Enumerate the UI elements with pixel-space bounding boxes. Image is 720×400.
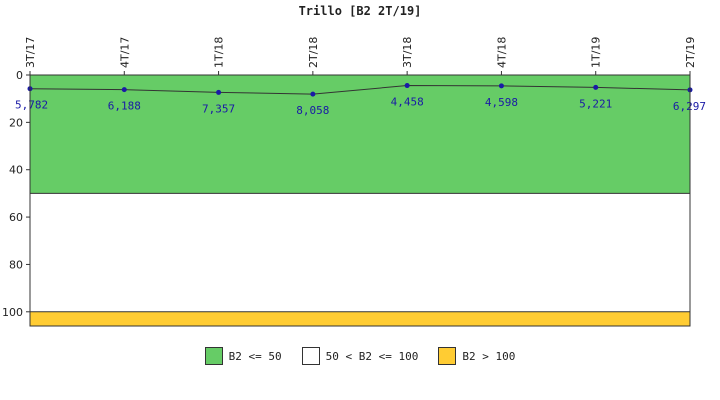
x-tick-label: 3T/18 <box>401 37 414 68</box>
x-tick-label: 1T/19 <box>590 37 603 68</box>
threshold-bands <box>30 75 690 326</box>
legend-item-yellow: B2 > 100 <box>438 347 515 365</box>
band-2 <box>30 311 690 326</box>
series-line <box>29 85 691 95</box>
legend-item-white: 50 < B2 <= 100 <box>301 347 419 365</box>
data-point <box>310 91 316 97</box>
legend-label-green: B2 <= 50 <box>228 349 282 363</box>
y-tick-label: 40 <box>9 164 23 177</box>
data-point <box>216 89 222 95</box>
chart-title: Trillo [B2 2T/19] <box>299 4 422 18</box>
data-label: 4,458 <box>391 96 424 109</box>
band-1 <box>30 193 690 312</box>
data-label: 6,188 <box>108 100 141 113</box>
data-label: 5,221 <box>579 97 612 110</box>
data-point <box>498 83 504 89</box>
x-tick-label: 1T/18 <box>213 37 226 68</box>
y-tick-label: 20 <box>9 116 23 129</box>
legend-item-green: B2 <= 50 <box>204 347 282 365</box>
data-series: 5,782 6,188 7,357 8,058 4,458 4,598 5,221 6,297 <box>15 83 706 117</box>
y-tick-label: 80 <box>9 258 23 271</box>
x-tick-label: 3T/17 <box>24 37 37 68</box>
y-tick-label: 60 <box>9 211 23 224</box>
legend-swatch-white <box>301 347 320 365</box>
data-point <box>404 83 410 89</box>
legend: B2 <= 50 50 < B2 <= 100 B2 > 100 <box>0 344 720 368</box>
y-tick-label: 100 <box>2 306 23 319</box>
data-label: 7,357 <box>202 102 235 115</box>
x-tick-label: 4T/17 <box>118 37 131 68</box>
y-axis: 0 20 40 60 80 100 <box>2 69 30 319</box>
data-label: 4,598 <box>485 96 518 109</box>
x-tick-label: 2T/19 <box>684 37 697 68</box>
legend-swatch-yellow <box>438 347 457 365</box>
data-label: 8,058 <box>296 104 329 117</box>
x-tick-label: 4T/18 <box>495 37 508 68</box>
x-tick-label: 2T/18 <box>307 37 320 68</box>
data-point <box>121 87 127 93</box>
band-0 <box>30 75 690 194</box>
data-label: 6,297 <box>673 100 706 113</box>
x-axis: 3T/17 4T/17 1T/18 2T/18 3T/18 4T/18 1T/19 2T/19 <box>24 37 697 75</box>
legend-swatch-green <box>204 347 223 365</box>
plot-frame <box>29 74 691 327</box>
data-point <box>593 84 599 90</box>
legend-label-yellow: B2 > 100 <box>462 349 516 363</box>
legend-label-white: 50 < B2 <= 100 <box>325 349 419 363</box>
y-tick-label: 0 <box>16 69 23 82</box>
data-label: 5,782 <box>15 99 48 112</box>
